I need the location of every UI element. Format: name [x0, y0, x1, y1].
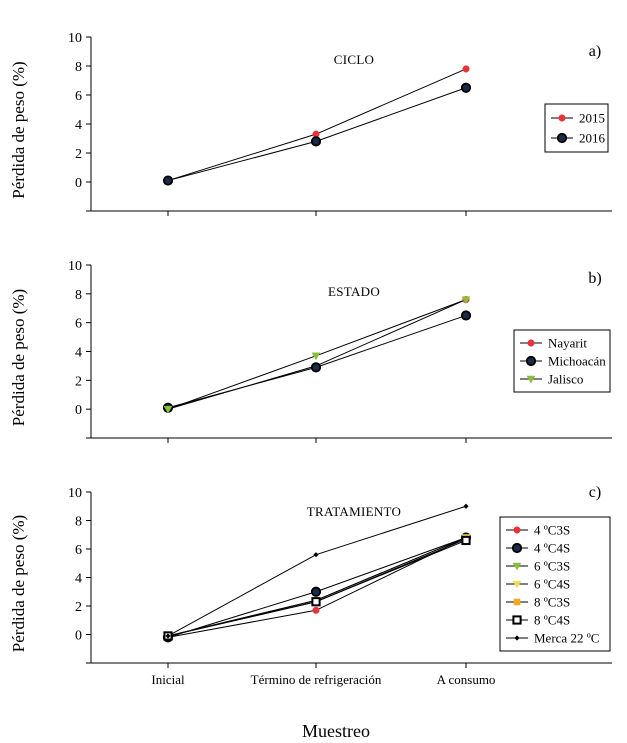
legend-marker [512, 562, 522, 571]
data-point [165, 633, 171, 639]
y-tick-label: 8 [75, 288, 82, 303]
data-point [461, 535, 471, 546]
legend-marker [512, 615, 522, 625]
legend: Nayarit Michoacán Jalisco [513, 329, 611, 393]
y-tick-label: 10 [68, 31, 82, 46]
data-point [310, 586, 322, 597]
legend: 2015 2016 [544, 103, 609, 153]
data-point [310, 362, 322, 373]
legend-marker [525, 355, 537, 367]
y-tick-label: 6 [75, 543, 82, 558]
chart-panel-c: 0 2 4 6 8 10 Pérdida de peso (%) TRATAMIENTO c) 4… [9, 484, 612, 741]
x-tick-label: Término de refrigeración [251, 672, 382, 687]
data-point [310, 136, 322, 147]
series-line-0 [167, 68, 467, 182]
legend-marker [514, 635, 520, 641]
series-line-6 [167, 505, 467, 637]
y-tick-label: 4 [75, 572, 82, 587]
y-tick-label: 2 [75, 147, 82, 162]
y-tick-label: 2 [75, 374, 82, 389]
legend-entry: 8 ºC3S [534, 595, 570, 610]
legend-marker [513, 526, 521, 534]
legend: 4 ºC3S 4 ºC4S 6 ºC3S 6 ºC4S 8 ºC3S 8 ºC4S Merc… [499, 516, 611, 652]
legend-marker [511, 542, 523, 554]
panel-title: CICLO [334, 52, 375, 67]
y-tick-label: 4 [75, 346, 82, 361]
legend-entry: 2016 [579, 131, 606, 146]
data-point [162, 175, 174, 186]
data-point [461, 296, 471, 305]
legend-entry: Michoacán [548, 354, 606, 369]
legend-entry: Merca 22 ºC [534, 631, 599, 646]
legend-entry: 8 ºC4S [534, 613, 570, 628]
y-axis-label: Pérdida de peso (%) [9, 61, 28, 198]
y-tick-label: 0 [75, 629, 82, 644]
legend-marker [513, 598, 521, 606]
panel-letter: a) [589, 43, 601, 60]
data-point [462, 65, 470, 73]
y-tick-label: 0 [75, 403, 82, 418]
data-point [163, 405, 173, 414]
legend-marker [556, 132, 568, 144]
y-tick-label: 8 [75, 60, 82, 75]
legend-marker [527, 339, 535, 347]
data-point [460, 310, 472, 321]
y-axis-label: Pérdida de peso (%) [9, 289, 28, 426]
panel-title: ESTADO [328, 284, 380, 299]
chart-panel-b: 0 2 4 6 8 10 Pérdida de peso (%) ESTADO b) Nayari… [9, 259, 612, 443]
legend-marker [526, 375, 536, 384]
y-tick-label: 6 [75, 317, 82, 332]
panel-letter: c) [589, 484, 601, 501]
y-tick-label: 8 [75, 515, 82, 530]
y-tick-label: 4 [75, 118, 82, 133]
series-line-1 [167, 314, 467, 409]
y-tick-label: 10 [68, 259, 82, 274]
y-tick-label: 2 [75, 600, 82, 615]
legend-entry: Jalisco [548, 372, 583, 387]
legend-entry: 4 ºC4S [534, 541, 570, 556]
legend-entry: 4 ºC3S [534, 523, 570, 538]
legend-marker [558, 114, 566, 122]
legend-entry: 6 ºC3S [534, 559, 570, 574]
y-axis-label: Pérdida de peso (%) [9, 515, 28, 652]
panel-title: TRATAMIENTO [307, 504, 401, 519]
data-point [312, 606, 320, 614]
legend-entry: 2015 [579, 111, 605, 126]
legend-entry: Nayarit [548, 336, 587, 351]
x-axis-label: Muestreo [302, 721, 370, 741]
x-tick-label: Inicial [151, 672, 185, 687]
data-point [460, 82, 472, 93]
panel-letter: b) [588, 270, 601, 287]
legend-box [544, 103, 609, 153]
data-point [311, 597, 321, 607]
data-point [311, 352, 321, 361]
x-tick-label: A consumo [437, 672, 496, 687]
data-point [313, 552, 319, 558]
y-tick-label: 10 [68, 486, 82, 501]
legend-marker [512, 580, 522, 589]
y-tick-label: 6 [75, 89, 82, 104]
y-tick-label: 0 [75, 176, 82, 191]
legend-entry: 6 ºC4S [534, 577, 570, 592]
data-point [463, 503, 469, 509]
